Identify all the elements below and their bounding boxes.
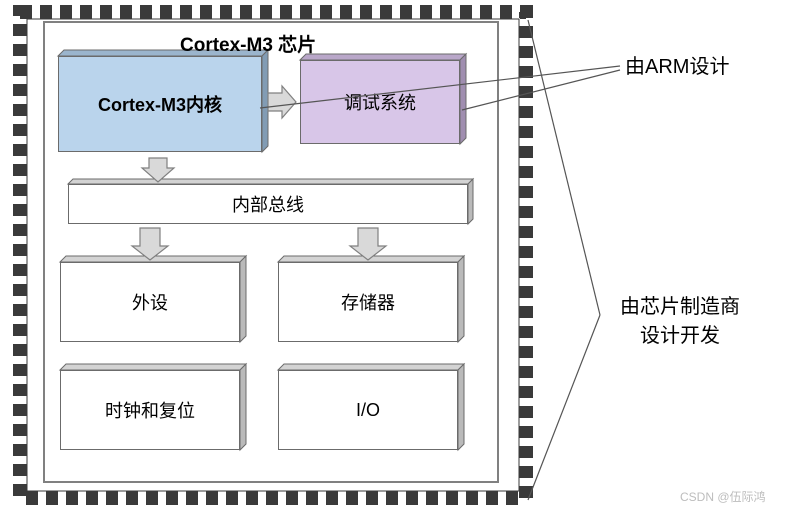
bus-block: 内部总线 — [68, 184, 468, 224]
callout-vendor-label: 由芯片制造商 设计开发 — [620, 290, 740, 348]
io-block: I/O — [278, 370, 458, 450]
io-label: I/O — [356, 400, 380, 421]
periph-block: 外设 — [60, 262, 240, 342]
clock-label: 时钟和复位 — [105, 397, 195, 423]
periph-label: 外设 — [132, 289, 168, 315]
chip-title: Cortex-M3 芯片 — [180, 30, 316, 57]
watermark: CSDN @伍际鸿 — [680, 488, 766, 505]
bus-label: 内部总线 — [232, 191, 304, 217]
debug-block: 调试系统 — [300, 60, 460, 144]
mem-label: 存储器 — [341, 289, 395, 315]
callout-vendor-line2: 设计开发 — [640, 325, 720, 347]
callout-vendor-line1: 由芯片制造商 — [620, 296, 740, 318]
callout-arm-label: 由ARM设计 — [625, 50, 729, 79]
clock-block: 时钟和复位 — [60, 370, 240, 450]
mem-block: 存储器 — [278, 262, 458, 342]
core-block: Cortex-M3内核 — [58, 56, 262, 152]
core-label: Cortex-M3内核 — [98, 91, 222, 117]
debug-label: 调试系统 — [344, 89, 416, 115]
diagram-canvas: Cortex-M3 芯片 Cortex-M3内核 调试系统 内部总线 外设 存储… — [0, 0, 804, 507]
